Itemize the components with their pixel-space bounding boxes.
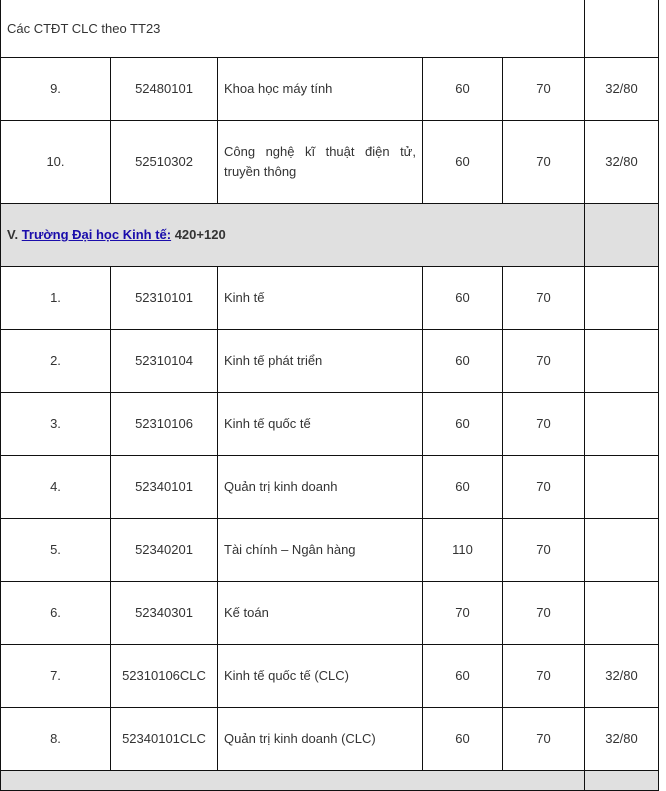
table-row: 9. 52480101 Khoa học máy tính 60 70 32/80 [0,57,659,121]
program-code: 52310106CLC [110,644,218,708]
program-code: 52340101 [110,455,218,519]
group-header-row: Các CTĐT CLC theo TT23 [0,0,659,58]
table-row: 4. 52340101 Quản trị kinh doanh 60 70 [0,455,659,519]
program-code: 52340201 [110,518,218,582]
program-name: Kinh tế phát triển [217,329,423,393]
table-row: 5. 52340201 Tài chính – Ngân hàng 110 70 [0,518,659,582]
quota-2: 70 [502,329,585,393]
table-row: 6. 52340301 Kế toán 70 70 [0,581,659,645]
quota-3 [584,266,659,330]
quota-2: 70 [502,707,585,771]
program-name: Kinh tế quốc tế (CLC) [217,644,423,708]
program-code: 52310101 [110,266,218,330]
program-name: Tài chính – Ngân hàng [217,518,423,582]
program-name: Công nghệ kĩ thuật điện tử, truyền thông [217,120,423,204]
quota-2: 70 [502,518,585,582]
quota-1: 60 [422,329,503,393]
quota-3: 32/80 [584,707,659,771]
row-number: 7. [0,644,111,708]
row-number: 6. [0,581,111,645]
next-section-row [0,770,659,791]
quota-1: 60 [422,707,503,771]
quota-2: 70 [502,644,585,708]
table-row: 8. 52340101CLC Quản trị kinh doanh (CLC) 60… [0,707,659,771]
quota-3 [584,392,659,456]
quota-3 [584,581,659,645]
quota-1: 60 [422,644,503,708]
quota-3: 32/80 [584,57,659,121]
quota-2: 70 [502,266,585,330]
quota-3 [584,455,659,519]
quota-1: 60 [422,57,503,121]
quota-2: 70 [502,120,585,204]
program-code: 52480101 [110,57,218,121]
row-number: 2. [0,329,111,393]
quota-1: 60 [422,266,503,330]
quota-1: 60 [422,392,503,456]
program-name: Quản trị kinh doanh (CLC) [217,707,423,771]
program-code: 52510302 [110,120,218,204]
section-title: V. Trường Đại học Kinh tế: 420+120 [0,203,585,267]
table-row: 1. 52310101 Kinh tế 60 70 [0,266,659,330]
program-code: 52310106 [110,392,218,456]
row-number: 4. [0,455,111,519]
program-name: Khoa học máy tính [217,57,423,121]
university-link[interactable]: Trường Đại học Kinh tế: [21,227,172,242]
quota-1: 110 [422,518,503,582]
quota-2: 70 [502,57,585,121]
section-row: V. Trường Đại học Kinh tế: 420+120 [0,203,659,267]
program-name: Kinh tế [217,266,423,330]
quota-3 [584,518,659,582]
table-row: 3. 52310106 Kinh tế quốc tế 60 70 [0,392,659,456]
quota-3: 32/80 [584,644,659,708]
table-row: 7. 52310106CLC Kinh tế quốc tế (CLC) 60 70 32… [0,644,659,708]
program-code: 52340101CLC [110,707,218,771]
program-code: 52340301 [110,581,218,645]
quota-2: 70 [502,455,585,519]
row-number: 8. [0,707,111,771]
table-row: 10. 52510302 Công nghệ kĩ thuật điện tử, t… [0,120,659,204]
program-name: Kinh tế quốc tế [217,392,423,456]
table-row: 2. 52310104 Kinh tế phát triển 60 70 [0,329,659,393]
program-name: Kế toán [217,581,423,645]
row-number: 1. [0,266,111,330]
group-label: Các CTĐT CLC theo TT23 [0,0,585,58]
quota-1: 60 [422,120,503,204]
row-number: 9. [0,57,111,121]
row-number: 5. [0,518,111,582]
quota-1: 70 [422,581,503,645]
quota-3 [584,329,659,393]
row-number: 3. [0,392,111,456]
row-number: 10. [0,120,111,204]
quota-2: 70 [502,392,585,456]
program-code: 52310104 [110,329,218,393]
quota-2: 70 [502,581,585,645]
quota-3: 32/80 [584,120,659,204]
program-name: Quản trị kinh doanh [217,455,423,519]
quota-1: 60 [422,455,503,519]
